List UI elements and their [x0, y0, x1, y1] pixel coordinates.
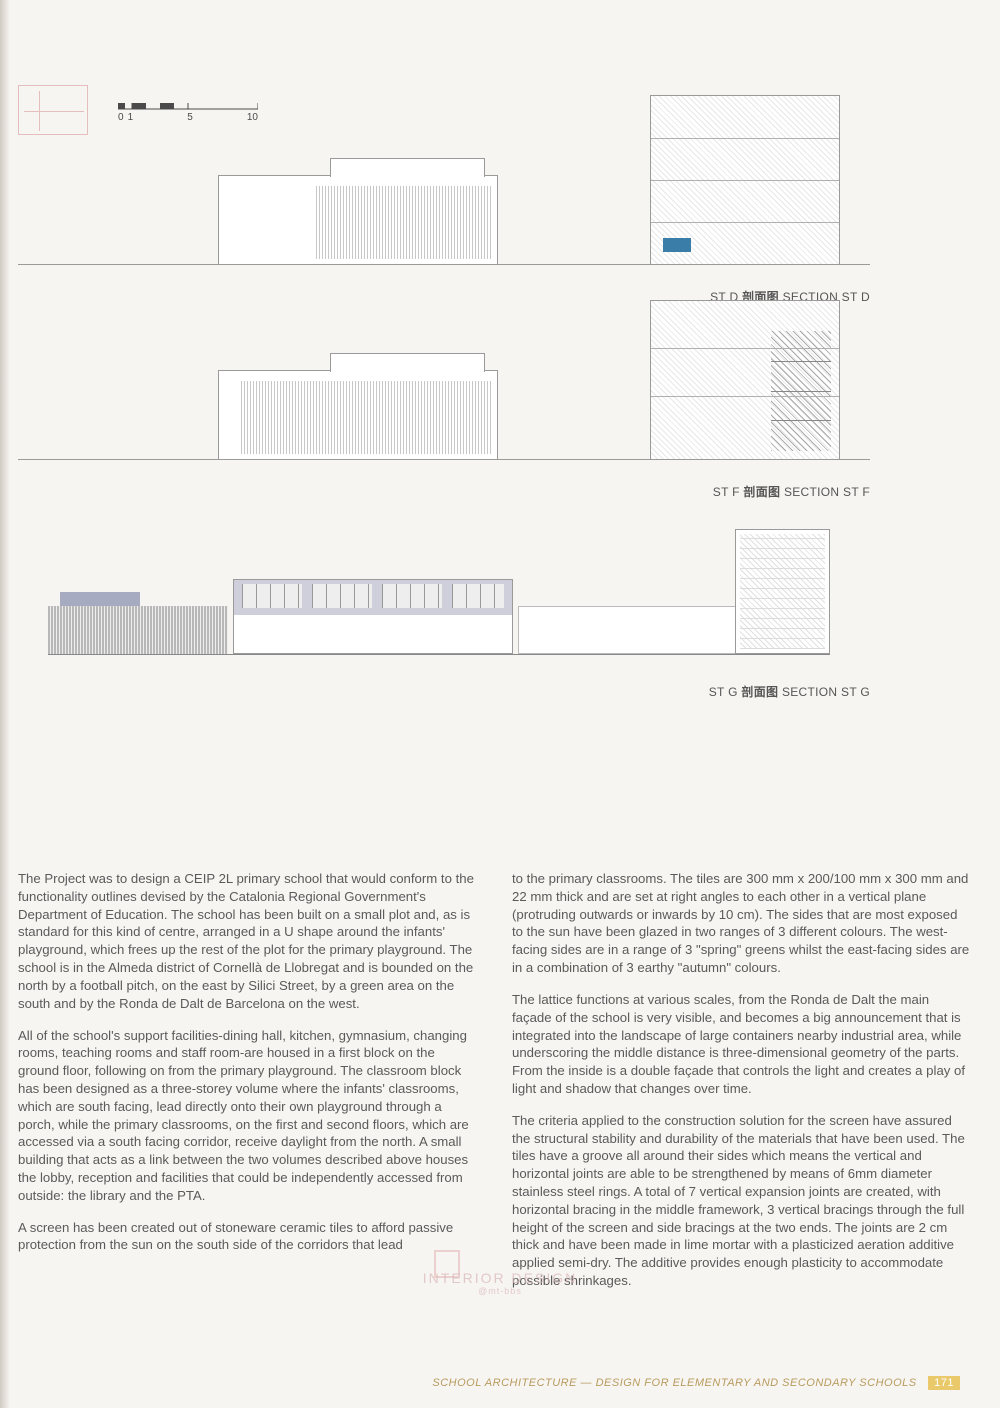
block-b [233, 579, 513, 654]
blue-panel [663, 238, 691, 252]
paragraph: A screen has been created out of stonewa… [18, 1219, 476, 1255]
section-row-d: ST D 剖面图 SECTION ST D [18, 105, 960, 295]
stair-icon [771, 331, 831, 451]
watermark-text: INTERIOR DESIGN [423, 1270, 577, 1286]
architectural-drawings: 0 1 5 10 ST D 剖面图 SECTION ST D [18, 85, 970, 695]
paragraph: The criteria applied to the construction… [512, 1112, 970, 1290]
column-left: The Project was to design a CEIP 2L prim… [18, 870, 476, 1304]
section-f-tower [650, 300, 840, 460]
section-code: ST G [709, 685, 738, 699]
section-row-f: ST F 剖面图 SECTION ST F [18, 310, 960, 490]
page-footer: SCHOOL ARCHITECTURE — DESIGN FOR ELEMENT… [0, 1376, 1000, 1390]
paragraph: All of the school's support facilities-d… [18, 1027, 476, 1205]
watermark: INTERIOR DESIGN @mt-bbs [423, 1270, 577, 1296]
block-tower [735, 529, 830, 654]
section-label-g: ST G 剖面图 SECTION ST G [709, 683, 870, 700]
section-d-low-block [218, 175, 498, 265]
paragraph: The lattice functions at various scales,… [512, 991, 970, 1098]
block-a [48, 606, 228, 654]
section-en: SECTION ST F [784, 485, 870, 499]
page: 0 1 5 10 ST D 剖面图 SECTION ST D [0, 0, 1000, 1408]
section-cjk: 剖面图 [743, 485, 780, 499]
section-label-f: ST F 剖面图 SECTION ST F [713, 483, 870, 500]
section-g-elevation [48, 575, 830, 655]
column-right: to the primary classrooms. The tiles are… [512, 870, 970, 1304]
section-code: ST F [713, 485, 740, 499]
hatch [241, 381, 492, 454]
section-f-low-block [218, 370, 498, 460]
section-row-g: ST G 剖面图 SECTION ST G [18, 505, 960, 690]
section-d-tower [650, 95, 840, 265]
paragraph: The Project was to design a CEIP 2L prim… [18, 870, 476, 1013]
section-cjk: 剖面图 [741, 685, 778, 699]
floor-line [651, 180, 839, 181]
section-en: SECTION ST G [782, 685, 870, 699]
page-number: 171 [928, 1376, 960, 1390]
floor-line [651, 222, 839, 223]
footer-text: SCHOOL ARCHITECTURE — DESIGN FOR ELEMENT… [432, 1377, 916, 1389]
watermark-sub: @mt-bbs [423, 1286, 577, 1296]
floor-line [651, 138, 839, 139]
body-text: The Project was to design a CEIP 2L prim… [18, 870, 970, 1304]
paragraph: to the primary classrooms. The tiles are… [512, 870, 970, 977]
hatch [316, 186, 492, 259]
